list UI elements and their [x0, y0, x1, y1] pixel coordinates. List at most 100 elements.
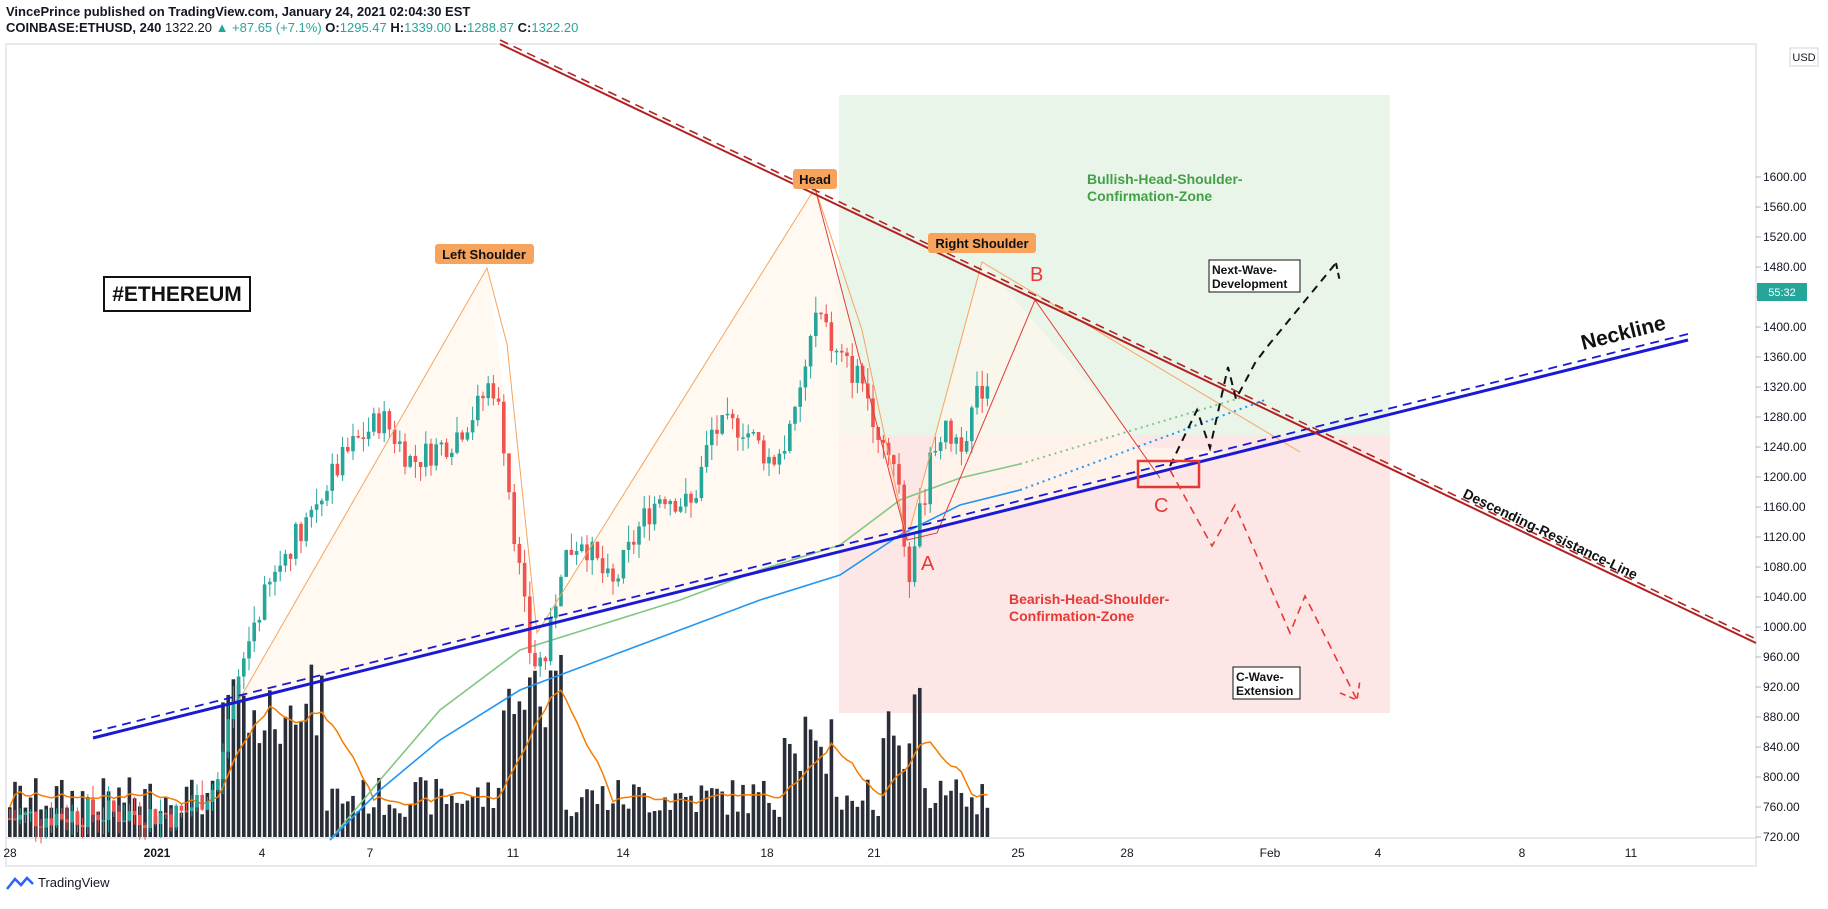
candle-layer: [8, 296, 990, 844]
volume-bar: [522, 709, 527, 837]
candle-body: [486, 383, 490, 399]
volume-bar: [585, 789, 589, 837]
volume-bar: [460, 803, 464, 837]
candle-body: [190, 807, 194, 812]
candle-body: [517, 544, 522, 563]
candle-body: [257, 619, 262, 623]
candle-body: [377, 413, 381, 434]
volume-bar: [897, 745, 901, 837]
volume-bar: [320, 675, 324, 837]
volume-bar: [938, 780, 943, 837]
c-point-box[interactable]: [1136, 459, 1201, 489]
countdown-badge: [1757, 283, 1807, 301]
volume-bar: [673, 793, 678, 837]
candle-body: [242, 658, 246, 677]
volume-bar: [481, 806, 485, 837]
candle-body: [106, 800, 111, 821]
candle-body: [491, 383, 496, 399]
volume-bar: [663, 797, 667, 837]
c-wave-box: [1232, 666, 1301, 700]
volume-bar: [252, 710, 256, 837]
time-tick-label: 11: [1625, 846, 1638, 860]
candle-body: [96, 814, 100, 821]
candle-body: [512, 492, 516, 545]
volume-bar: [356, 811, 360, 837]
volume-bar: [928, 808, 932, 837]
volume-bar: [751, 784, 756, 837]
price-tick-label: 1240.00: [1763, 440, 1807, 454]
price-tick-label: 720.00: [1763, 830, 1800, 844]
candle-body: [980, 385, 984, 399]
ohlc-line: COINBASE:ETHUSD, 240 1322.20 ▲ +87.65 (+…: [6, 20, 578, 36]
price-tick-label: 1120.00: [1763, 530, 1806, 544]
volume-bar: [658, 810, 662, 837]
candle-body: [819, 312, 823, 315]
currency-badge[interactable]: [1789, 47, 1819, 67]
candle-body: [309, 509, 314, 518]
price-axis[interactable]: 720.00 760.00 800.00 840.00 880.00 920.00 960.…: [1756, 170, 1807, 844]
candle-body: [684, 493, 688, 507]
candle-body: [236, 676, 241, 702]
price-tick-label: 1080.00: [1763, 560, 1807, 574]
candle-body: [881, 439, 886, 443]
candle-body: [855, 365, 860, 383]
candle-body: [18, 814, 22, 820]
volume-bar: [496, 787, 501, 837]
candle-body: [689, 493, 693, 503]
volume-bar: [632, 784, 636, 837]
candle-body: [174, 805, 178, 828]
head-badge: [793, 169, 837, 189]
candle-body: [262, 584, 267, 620]
volume-bar: [533, 670, 537, 837]
c-wave-label-1: C-Wave-: [1236, 670, 1284, 684]
candle-body: [845, 352, 849, 356]
candle-body: [632, 541, 636, 545]
time-tick-label: 21: [867, 846, 881, 860]
candle-body: [580, 544, 584, 552]
candle-body: [143, 825, 147, 829]
volume-bar: [892, 735, 896, 837]
volume-bar: [756, 792, 761, 837]
footer-brand[interactable]: TradingView: [6, 875, 110, 890]
candle-body: [730, 413, 735, 419]
symbol-label[interactable]: COINBASE:ETHUSD, 240: [6, 20, 162, 35]
candle-body: [788, 423, 792, 451]
candle-body: [652, 503, 657, 525]
candle-body: [476, 395, 480, 421]
candle-body: [49, 818, 54, 826]
candle-body: [200, 794, 204, 810]
candle-body: [621, 549, 626, 579]
candle-body: [403, 441, 407, 467]
volume-bar: [678, 792, 683, 837]
time-tick-label: 11: [507, 846, 520, 860]
volume-bar: [855, 806, 860, 837]
price-tick-label: 880.00: [1763, 710, 1800, 724]
volume-bar: [34, 778, 38, 837]
volume-bar: [288, 705, 293, 837]
candle-body: [314, 504, 319, 510]
neckline-dashed: [92, 333, 1689, 733]
volume-bar: [689, 795, 693, 837]
candle-body: [590, 541, 594, 561]
candle-body: [283, 553, 288, 566]
candle-body: [346, 446, 350, 452]
candle-body: [252, 622, 256, 642]
volume-bar: [242, 695, 246, 837]
time-axis[interactable]: 28 2021 4 7 11 14 18 21 25 28 Feb 4 8 11: [3, 846, 1637, 860]
volume-bar: [845, 795, 849, 837]
volume-ma-line: [9, 689, 988, 808]
candle-body: [574, 551, 579, 555]
wave-b-label: B: [1030, 264, 1043, 286]
volume-bar: [595, 803, 600, 837]
candle-body: [876, 427, 880, 440]
bullish-zone-rect: [839, 95, 1390, 435]
candle-body: [294, 523, 298, 559]
price-tick-label: 840.00: [1763, 740, 1800, 754]
volume-bar: [413, 782, 418, 837]
candle-body: [611, 568, 615, 582]
volume-bar: [803, 716, 808, 837]
volume-bar: [528, 677, 532, 837]
wave-a-label: A: [921, 553, 935, 575]
